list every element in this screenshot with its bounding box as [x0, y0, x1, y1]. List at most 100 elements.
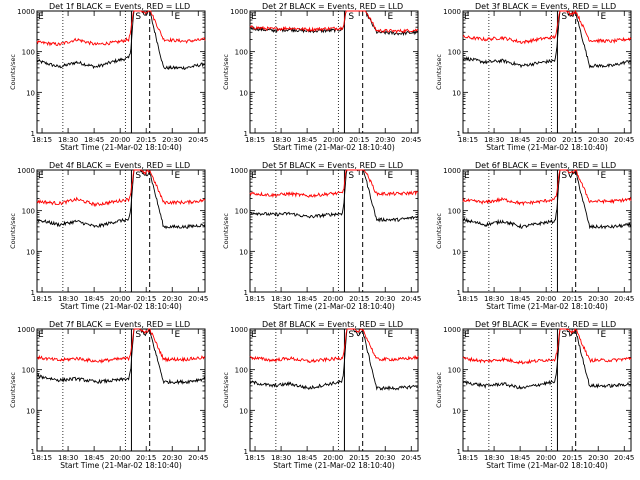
y-tick-label: 10	[26, 89, 35, 97]
y-tick-label: 10	[452, 407, 461, 415]
x-axis-label: Start Time (21-Mar-02 18:10:40)	[60, 143, 182, 152]
y-axis-label: Counts/sec	[9, 213, 17, 249]
event-marker-label: S	[348, 330, 354, 340]
y-axis-label: Counts/sec	[222, 213, 230, 249]
event-marker-label: S	[561, 330, 567, 340]
x-tick-label: 18:15	[245, 454, 265, 462]
event-marker-label: E	[174, 330, 180, 340]
x-tick-label: 20:45	[188, 295, 208, 303]
series-line	[462, 328, 632, 390]
x-tick-label: 20:30	[162, 454, 182, 462]
x-axis-label: Start Time (21-Mar-02 18:10:40)	[273, 143, 395, 152]
x-tick-label: 18:30	[271, 454, 291, 462]
x-tick-label: 20:15	[136, 136, 156, 144]
detector-plot: Det 5f BLACK = Events, RED = LLD 1 10 100 10…	[222, 161, 421, 311]
detector-plot: Det 7f BLACK = Events, RED = LLD 1 10 100 10…	[9, 320, 208, 470]
y-axis-label: Counts/sec	[9, 372, 17, 408]
x-tick-label: 18:15	[245, 295, 265, 303]
y-tick-label: 1000	[443, 8, 461, 16]
x-tick-label: 20:45	[614, 454, 634, 462]
y-axis-label: Counts/sec	[9, 54, 17, 90]
plot-title: Det 3f BLACK = Events, RED = LLD	[475, 2, 616, 11]
x-axis-label: Start Time (21-Mar-02 18:10:40)	[486, 302, 608, 311]
y-tick-label: 1	[31, 130, 35, 138]
event-marker-label: E	[464, 12, 470, 22]
x-tick-label: 20:45	[614, 136, 634, 144]
plot-title: Det 4f BLACK = Events, RED = LLD	[49, 161, 190, 170]
detector-plot: Det 2f BLACK = Events, RED = LLD 1 10 100 10…	[222, 2, 421, 152]
plot-title: Det 1f BLACK = Events, RED = LLD	[49, 2, 190, 11]
plot-frame	[462, 169, 632, 293]
y-tick-label: 1	[457, 130, 461, 138]
event-marker-label: E	[387, 12, 393, 22]
x-tick-label: 20:00	[323, 454, 343, 462]
y-tick-label: 1	[31, 289, 35, 297]
series-line	[249, 169, 419, 223]
x-tick-label: 18:45	[510, 295, 530, 303]
series-line	[249, 10, 419, 34]
series-line	[36, 169, 206, 230]
y-tick-label: 10	[239, 248, 248, 256]
series-line	[249, 328, 419, 392]
x-tick-label: 20:00	[323, 295, 343, 303]
series-line	[36, 169, 206, 208]
x-tick-label: 20:30	[162, 136, 182, 144]
y-tick-label: 1000	[230, 167, 248, 175]
x-axis-label: Start Time (21-Mar-02 18:10:40)	[60, 461, 182, 470]
x-axis-label: Start Time (21-Mar-02 18:10:40)	[273, 302, 395, 311]
x-tick-label: 20:45	[188, 454, 208, 462]
plot-frame	[36, 10, 206, 134]
x-tick-label: 18:45	[510, 454, 530, 462]
y-axis-label: Counts/sec	[435, 54, 443, 90]
x-axis-label: Start Time (21-Mar-02 18:10:40)	[486, 461, 608, 470]
x-tick-label: 18:30	[58, 136, 78, 144]
y-tick-label: 1000	[17, 8, 35, 16]
y-tick-label: 1	[31, 448, 35, 456]
x-tick-label: 18:45	[510, 136, 530, 144]
x-tick-label: 18:30	[484, 295, 504, 303]
event-marker-label: S	[135, 12, 141, 22]
y-tick-label: 1000	[230, 326, 248, 334]
x-tick-label: 20:15	[562, 295, 582, 303]
event-marker-label: S	[135, 171, 141, 181]
x-tick-label: 20:30	[588, 454, 608, 462]
series-line	[462, 169, 632, 207]
y-tick-label: 100	[235, 208, 248, 216]
y-tick-label: 1000	[443, 167, 461, 175]
y-tick-label: 1000	[17, 167, 35, 175]
series-line	[36, 328, 206, 385]
x-tick-label: 18:30	[271, 136, 291, 144]
y-tick-label: 10	[452, 89, 461, 97]
x-tick-label: 20:00	[536, 136, 556, 144]
detector-plot: Det 1f BLACK = Events, RED = LLD 1 10 100 10…	[9, 2, 208, 152]
plot-frame	[462, 10, 632, 134]
x-tick-label: 18:15	[32, 454, 52, 462]
series-line	[36, 10, 206, 47]
x-tick-label: 20:15	[349, 136, 369, 144]
x-axis-label: Start Time (21-Mar-02 18:10:40)	[273, 461, 395, 470]
x-tick-label: 20:45	[188, 136, 208, 144]
plot-frame	[249, 169, 419, 293]
series-line	[462, 169, 632, 230]
x-tick-label: 20:30	[588, 136, 608, 144]
detector-plot: Det 6f BLACK = Events, RED = LLD 1 10 100 10…	[435, 161, 634, 311]
event-marker-label: E	[174, 171, 180, 181]
x-tick-label: 18:45	[297, 136, 317, 144]
y-axis-label: Counts/sec	[435, 372, 443, 408]
event-marker-label: E	[600, 330, 606, 340]
event-marker-label: E	[464, 330, 470, 340]
x-tick-label: 20:15	[136, 454, 156, 462]
detector-plot: Det 4f BLACK = Events, RED = LLD 1 10 100 10…	[9, 161, 208, 311]
y-axis-label: Counts/sec	[222, 54, 230, 90]
y-tick-label: 10	[26, 248, 35, 256]
plot-frame	[249, 10, 419, 134]
x-tick-label: 18:45	[84, 295, 104, 303]
y-tick-label: 100	[22, 367, 35, 375]
x-tick-label: 20:15	[562, 136, 582, 144]
series-line	[249, 328, 419, 364]
x-tick-label: 20:45	[401, 136, 421, 144]
y-tick-label: 1	[244, 289, 248, 297]
y-tick-label: 1000	[443, 326, 461, 334]
y-tick-label: 1	[457, 289, 461, 297]
x-tick-label: 18:30	[58, 454, 78, 462]
